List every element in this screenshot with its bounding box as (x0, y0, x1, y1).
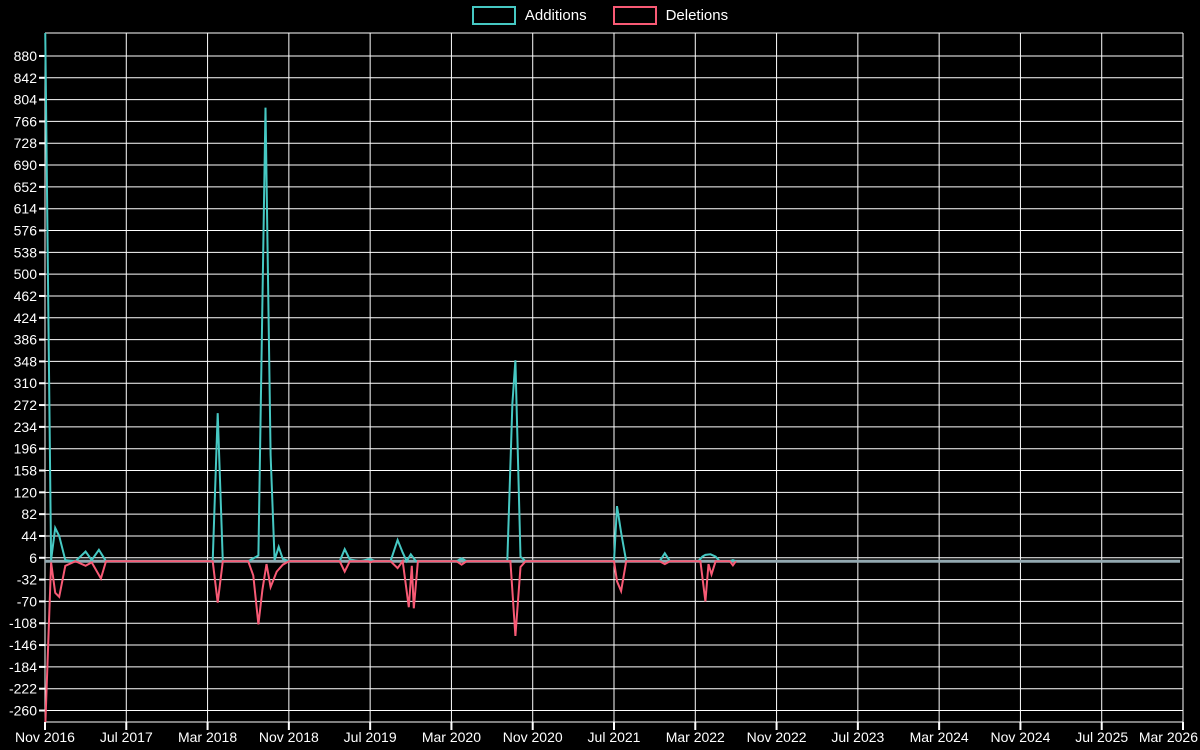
y-tick-label: 614 (14, 201, 38, 217)
x-tick-label: Jul 2023 (831, 729, 884, 745)
y-tick-label: -108 (9, 615, 37, 631)
y-tick-label: -184 (9, 659, 37, 675)
y-tick-label: 880 (14, 48, 38, 64)
y-tick-label: 386 (14, 332, 38, 348)
y-tick-label: 690 (14, 157, 38, 173)
x-tick-label: Nov 2020 (503, 729, 563, 745)
series-line-deletions (44, 558, 737, 722)
y-tick-label: 424 (14, 310, 38, 326)
x-tick-label: Nov 2022 (747, 729, 807, 745)
x-tick-label: Jul 2025 (1075, 729, 1128, 745)
y-tick-label: 310 (14, 375, 38, 391)
legend-item-additions[interactable]: Additions (471, 6, 587, 25)
y-tick-label: 500 (14, 266, 38, 282)
x-tick-label: Mar 2024 (910, 729, 969, 745)
y-tick-label: 6 (29, 550, 37, 566)
x-tick-label: Mar 2022 (666, 729, 725, 745)
y-tick-label: 804 (14, 92, 38, 108)
additions-swatch-icon (471, 6, 516, 25)
x-tick-label: Jul 2021 (588, 729, 641, 745)
y-tick-label: 234 (14, 419, 38, 435)
x-tick-label: Jul 2019 (344, 729, 397, 745)
legend-item-deletions[interactable]: Deletions (612, 6, 729, 25)
y-tick-label: -32 (17, 572, 37, 588)
y-tick-label: 842 (14, 70, 38, 86)
y-tick-label: -146 (9, 637, 37, 653)
x-tick-label: Jul 2017 (100, 729, 153, 745)
deletions-swatch-icon (612, 6, 657, 25)
x-tick-label: Mar 2020 (422, 729, 481, 745)
chart-legend: Additions Deletions (0, 6, 1200, 25)
y-tick-label: 158 (14, 463, 38, 479)
y-tick-label: 766 (14, 113, 38, 129)
y-tick-label: 120 (14, 484, 38, 500)
x-tick-label: Nov 2018 (259, 729, 319, 745)
y-tick-label: 576 (14, 223, 38, 239)
y-tick-label: -70 (17, 593, 37, 609)
y-tick-label: 652 (14, 179, 38, 195)
x-tick-label: Nov 2024 (990, 729, 1050, 745)
y-tick-label: 196 (14, 441, 38, 457)
y-tick-label: 272 (14, 397, 38, 413)
y-tick-label: 348 (14, 353, 38, 369)
x-tick-label: Mar 2026 (1139, 729, 1198, 745)
y-tick-label: -222 (9, 681, 37, 697)
y-tick-label: 82 (21, 506, 37, 522)
y-tick-label: 462 (14, 288, 38, 304)
legend-label-deletions: Deletions (665, 7, 729, 24)
series-line-additions (44, 33, 737, 564)
y-tick-label: 538 (14, 244, 38, 260)
y-tick-label: 44 (21, 528, 37, 544)
legend-label-additions: Additions (524, 7, 587, 24)
x-tick-label: Mar 2018 (178, 729, 237, 745)
y-tick-label: 728 (14, 135, 38, 151)
x-tick-label: Nov 2016 (15, 729, 75, 745)
y-tick-label: -260 (9, 703, 37, 719)
